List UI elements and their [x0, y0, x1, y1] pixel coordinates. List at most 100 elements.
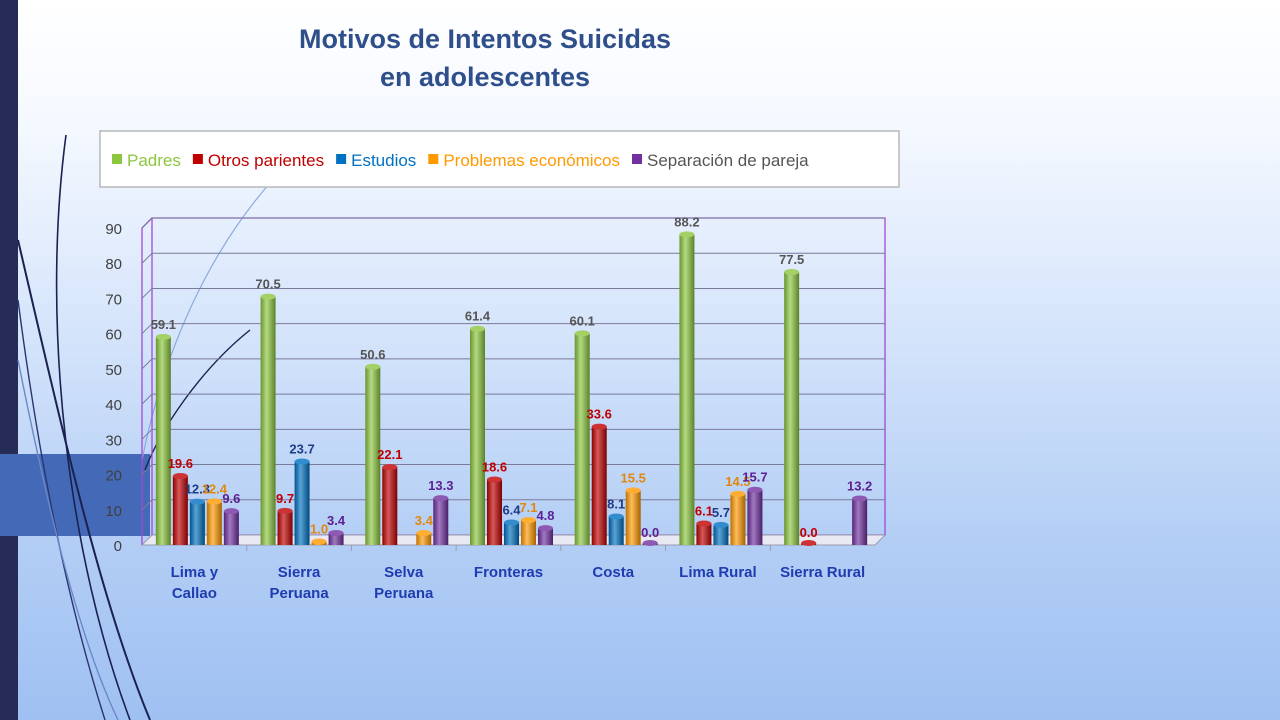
data-label: 23.7 — [289, 442, 314, 457]
bar — [416, 533, 432, 545]
bar — [206, 501, 222, 545]
y-tick-label: 30 — [105, 432, 122, 449]
bar — [470, 328, 485, 545]
y-tick-label: 70 — [105, 291, 122, 308]
data-label: 6.1 — [695, 504, 713, 519]
page-title-line-1: Motivos de Intentos Suicidas — [298, 24, 672, 54]
data-label: 0.0 — [800, 525, 818, 540]
data-label: 7.1 — [519, 500, 537, 515]
data-label: 3.4 — [415, 513, 434, 528]
data-label: 13.3 — [428, 478, 453, 493]
data-label: 15.7 — [742, 470, 767, 485]
x-tick-label: Peruana — [374, 585, 434, 602]
bar — [189, 501, 205, 545]
data-label: 77.5 — [779, 252, 804, 267]
legend-swatch — [632, 154, 643, 164]
bar — [382, 467, 398, 545]
bar — [713, 524, 729, 545]
data-label: 70.5 — [255, 277, 280, 292]
legend-swatch — [428, 154, 439, 164]
legend-label: Otros parientes — [208, 151, 324, 170]
bar — [696, 523, 712, 545]
page-title-line-2: en adolescentes — [379, 62, 591, 92]
data-label: 33.6 — [587, 407, 612, 422]
data-label: 12.4 — [202, 481, 228, 496]
legend-label: Estudios — [351, 151, 416, 170]
data-label: 14.5 — [725, 474, 750, 489]
data-label: 8.1 — [607, 496, 625, 511]
gridline-side — [141, 252, 153, 264]
bar — [608, 516, 624, 545]
bar-cap — [801, 540, 817, 546]
y-tick-label: 40 — [105, 397, 122, 414]
data-label: 1.0 — [310, 521, 328, 536]
bar — [172, 475, 188, 545]
gridline-side — [141, 464, 153, 475]
bar — [260, 296, 276, 545]
legend-box — [99, 130, 900, 188]
bar-cap — [172, 472, 188, 479]
bar-cap — [206, 498, 222, 505]
x-tick-label: Selva — [384, 564, 424, 581]
data-label: 18.6 — [482, 459, 507, 474]
data-label: 0.0 — [641, 525, 659, 540]
bar — [730, 493, 746, 545]
bar-cap — [470, 325, 485, 332]
data-label: 6.4 — [502, 502, 521, 517]
bar-cap — [155, 333, 171, 340]
data-label: 19.6 — [168, 456, 193, 471]
gridline-side — [141, 358, 153, 370]
bar-cap — [538, 525, 553, 532]
bar — [747, 489, 763, 545]
bar — [277, 510, 293, 545]
data-label: 3.4 — [327, 513, 346, 528]
bar — [365, 366, 381, 545]
bar-cap — [365, 363, 381, 370]
left-accent-tab — [0, 454, 150, 536]
chart-legend: Padres Otros parientes Estudios Problemas e… — [99, 130, 900, 188]
x-tick-label: Costa — [592, 564, 634, 581]
bar-cap — [189, 498, 205, 505]
bar-cap — [311, 538, 327, 545]
bar-cap — [504, 519, 519, 526]
gridline-side — [141, 217, 153, 229]
data-label: 61.4 — [465, 309, 491, 324]
data-label: 9.6 — [222, 491, 240, 506]
plot-area: 0 10 20 30 40 50 60 70 80 90 59.1 19.6 12.312.49.6 Li… — [105, 214, 887, 602]
bar-cap — [625, 487, 641, 494]
y-tick-label: 90 — [105, 221, 122, 238]
gridline-side — [141, 288, 153, 299]
bar — [538, 528, 553, 545]
data-label: 12.3 — [185, 482, 210, 497]
page-title: Motivos de Intentos Suicidas en adolesce… — [180, 20, 790, 96]
x-tick-label: Lima Rural — [679, 564, 757, 581]
legend-label: Padres — [127, 151, 181, 170]
bar-cap — [730, 490, 746, 497]
bar — [223, 511, 239, 545]
bar — [504, 522, 519, 545]
data-label: 88.2 — [674, 214, 699, 229]
y-tick-label: 0 — [114, 538, 122, 555]
x-tick-label: Lima y — [171, 564, 219, 581]
legend-swatch — [336, 154, 347, 164]
bar — [574, 333, 590, 545]
data-label: 15.5 — [621, 470, 646, 485]
bar-cap — [696, 520, 712, 527]
gridline-side — [141, 393, 153, 405]
data-label: 9.7 — [276, 491, 294, 506]
bar-cap — [608, 513, 624, 520]
x-tick-label: Fronteras — [474, 564, 543, 581]
bar-cap — [521, 516, 536, 523]
bar — [784, 272, 800, 545]
y-tick-label: 50 — [105, 362, 122, 379]
bar-cap — [591, 423, 607, 430]
gridline-side — [141, 428, 153, 440]
legend-swatch — [192, 154, 203, 164]
legend-label: Separación de pareja — [647, 151, 809, 170]
bar — [591, 426, 607, 545]
bar-cap — [260, 293, 276, 300]
gridline-side — [141, 499, 153, 511]
bar-cap — [294, 458, 310, 465]
bar-cap — [852, 495, 868, 502]
